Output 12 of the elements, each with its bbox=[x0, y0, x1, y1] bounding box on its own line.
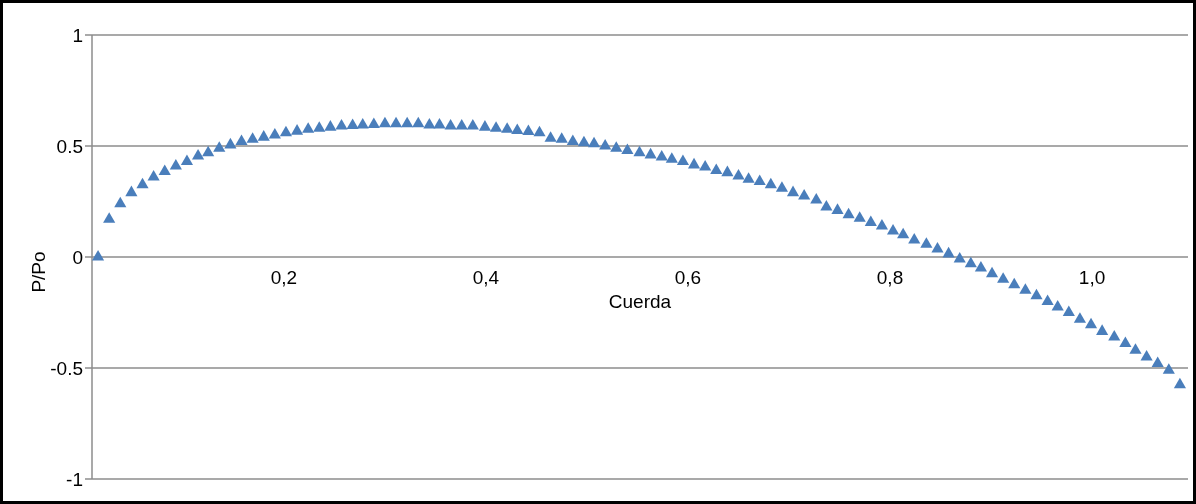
x-tick-label: 0,6 bbox=[674, 267, 702, 288]
x-tick-label: 0,2 bbox=[270, 267, 298, 288]
y-axis-title: P/Po bbox=[28, 250, 50, 295]
x-tick-label: 1,0 bbox=[1078, 267, 1106, 288]
y-tick-label: 0.5 bbox=[56, 135, 83, 157]
x-tick-label: 0,8 bbox=[876, 267, 904, 288]
y-tick-label: -0.5 bbox=[50, 357, 83, 379]
x-tick-label: 0,4 bbox=[472, 267, 500, 288]
y-tick-label: 1 bbox=[72, 24, 83, 46]
y-tick-label: -1 bbox=[66, 468, 83, 490]
x-axis-title: Cuerda bbox=[607, 291, 673, 313]
y-tick-label: 0 bbox=[72, 246, 83, 268]
